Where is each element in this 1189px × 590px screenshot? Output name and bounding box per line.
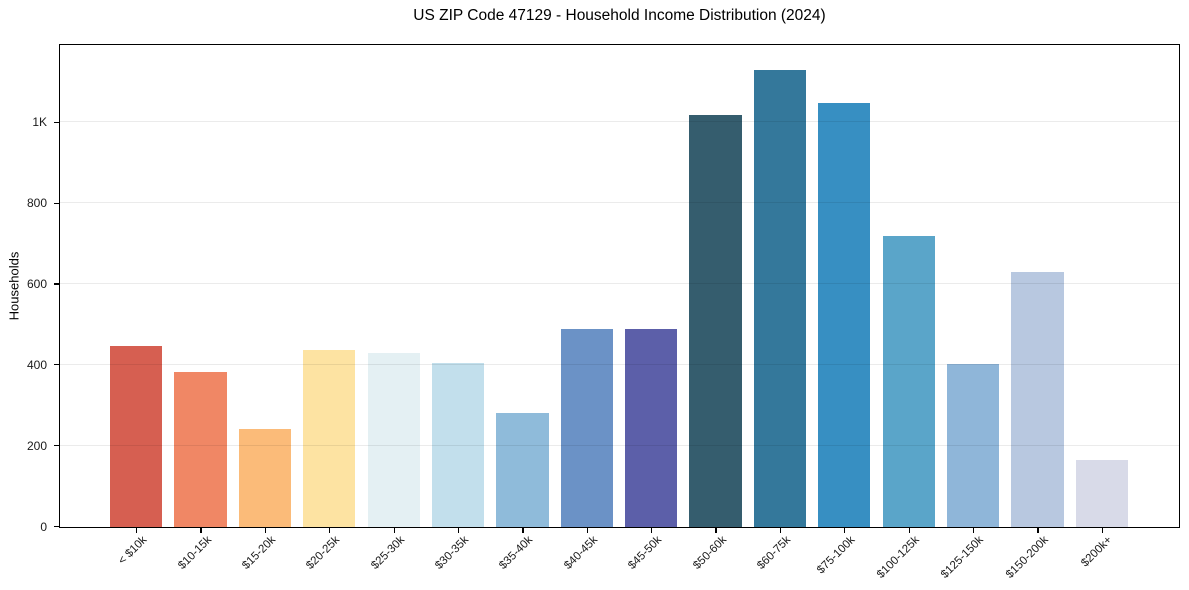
y-tick-mark (54, 202, 59, 204)
x-tick-mark (200, 528, 202, 533)
y-tick-label: 1K (32, 115, 47, 130)
y-tick-mark (54, 445, 59, 447)
gridline (60, 282, 1179, 284)
x-tick-label: $50-60k (690, 534, 729, 572)
bar (689, 114, 742, 527)
x-tick-mark (908, 528, 910, 533)
bar (303, 349, 356, 527)
bar (818, 102, 871, 527)
x-tick-mark (329, 528, 331, 533)
x-tick-label: $45-50k (626, 534, 665, 572)
x-tick-label: $200k+ (1079, 534, 1115, 570)
x-tick-label: < $10k (116, 534, 150, 568)
y-tick-label: 800 (26, 196, 47, 211)
x-tick-label: $20-25k (304, 534, 343, 572)
bar (1011, 272, 1064, 527)
y-tick-mark (54, 525, 59, 528)
x-tick-mark (1101, 528, 1103, 533)
bar (110, 345, 163, 527)
x-tick-mark (844, 528, 846, 533)
x-tick-mark (522, 528, 524, 533)
x-tick-label: $15-20k (240, 534, 278, 572)
x-tick-label: $10-15k (175, 534, 214, 572)
x-tick-label: $25-30k (368, 534, 407, 572)
y-tick-label: 0 (40, 519, 47, 534)
x-tick-mark (586, 528, 588, 533)
x-tick-mark (136, 528, 138, 533)
bar (238, 429, 291, 527)
x-tick-mark (715, 528, 717, 533)
y-tick-mark (54, 121, 59, 123)
y-tick-label: 200 (26, 438, 47, 453)
bar (496, 413, 549, 527)
plot-area (59, 44, 1180, 528)
x-tick-mark (779, 528, 782, 533)
bar (560, 328, 613, 527)
bar (753, 70, 806, 527)
bar (1075, 459, 1128, 527)
bar (367, 353, 420, 527)
x-tick-label: $75-100k (814, 534, 858, 577)
bar (882, 235, 935, 527)
y-tick-mark (54, 364, 59, 366)
gridline (60, 202, 1179, 204)
x-tick-label: $100-125k (874, 534, 922, 581)
y-tick-label: 400 (26, 357, 47, 372)
bar (625, 328, 678, 527)
chart-title: US ZIP Code 47129 - Household Income Dis… (413, 7, 826, 24)
x-tick-label: $125-150k (939, 534, 987, 581)
x-tick-mark (972, 528, 975, 533)
gridline (60, 121, 1179, 123)
gridline (60, 363, 1179, 365)
y-tick-label: 600 (26, 276, 47, 291)
x-tick-label: $40-45k (561, 534, 600, 572)
bar (431, 362, 485, 527)
x-tick-mark (651, 528, 653, 533)
bar (174, 371, 227, 527)
gridline (60, 444, 1179, 446)
y-tick-mark (54, 283, 59, 285)
bar (946, 363, 1000, 527)
x-tick-mark (1037, 528, 1039, 533)
x-tick-label: $35-40k (497, 534, 536, 572)
x-tick-mark (393, 528, 395, 533)
x-tick-label: $150-200k (1003, 534, 1051, 581)
x-tick-label: $60-75k (755, 534, 793, 572)
x-tick-mark (457, 528, 460, 533)
x-tick-mark (264, 528, 267, 533)
x-tick-label: $30-35k (433, 534, 472, 572)
